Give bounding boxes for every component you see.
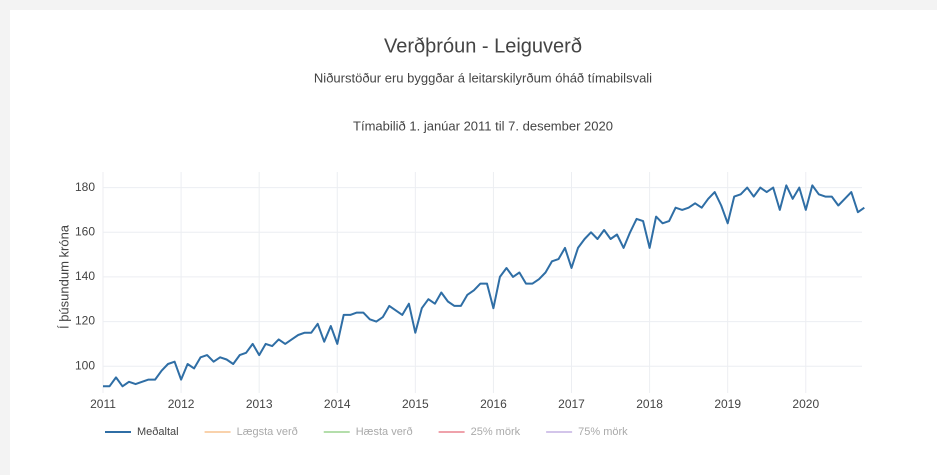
y-tick-label: 120	[75, 314, 95, 328]
x-tick-label: 2020	[792, 397, 819, 411]
x-tick-label: 2012	[168, 397, 195, 411]
x-tick-label: 2015	[402, 397, 429, 411]
x-tick-label: 2011	[90, 397, 116, 411]
chart-subtitle: Niðurstöður eru byggðar á leitarskilyrðu…	[314, 70, 652, 85]
y-axis-label: Í þúsundum króna	[56, 224, 71, 329]
legend-label[interactable]: 75% mörk	[578, 426, 628, 438]
y-tick-label: 100	[75, 358, 95, 372]
card	[10, 10, 937, 475]
x-tick-label: 2018	[636, 397, 663, 411]
y-tick-label: 180	[75, 180, 95, 194]
x-tick-label: 2019	[714, 397, 741, 411]
legend-label[interactable]: Lægsta verð	[237, 426, 298, 438]
x-tick-label: 2013	[246, 397, 273, 411]
chart-title: Verðþróun - Leiguverð	[384, 35, 582, 57]
legend-label[interactable]: Meðaltal	[137, 426, 179, 438]
x-tick-label: 2014	[324, 397, 351, 411]
y-tick-label: 140	[75, 269, 95, 283]
x-tick-label: 2016	[480, 397, 507, 411]
data-line	[103, 184, 865, 388]
legend-label[interactable]: 25% mörk	[471, 426, 521, 438]
chart-period: Tímabilið 1. janúar 2011 til 7. desember…	[353, 118, 613, 133]
x-tick-label: 2017	[558, 397, 585, 411]
y-tick-label: 160	[75, 224, 95, 238]
legend-label[interactable]: Hæsta verð	[356, 426, 413, 438]
